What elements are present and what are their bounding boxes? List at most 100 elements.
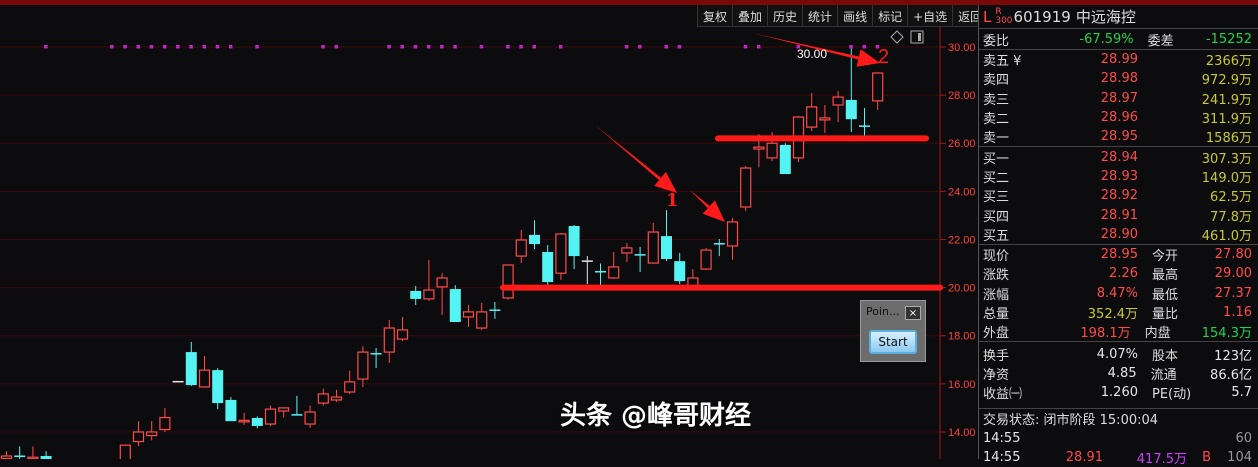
candle-body	[436, 277, 448, 288]
candle	[251, 416, 263, 429]
signal-marker	[664, 45, 668, 49]
toolbar-overlay-button[interactable]: 叠加	[732, 5, 767, 27]
buy-volume: 307.3万	[1201, 151, 1252, 167]
buy-level-row: 买一 28.94 307.3万	[979, 147, 1258, 167]
start-button[interactable]: Start	[869, 330, 917, 354]
buy-level-label: 买三	[983, 190, 1010, 206]
toolbar-draw-line-button[interactable]: 画线	[837, 5, 872, 27]
candle	[806, 92, 818, 131]
candle-body	[238, 419, 250, 423]
candle	[14, 446, 26, 459]
sell-level-label: 卖五 ¥	[983, 54, 1022, 70]
flag-r300: R 300	[995, 7, 1012, 26]
candle-body	[595, 270, 606, 273]
candle	[819, 104, 831, 133]
signal-marker	[479, 45, 484, 49]
candle-body	[674, 261, 686, 282]
candle	[515, 229, 527, 264]
divider: 换手 4.07% 股本 123亿 净资 4.85 流通 86.6亿 收益㈠ 1.260 PE(动) 5…	[979, 341, 1258, 402]
signal-marker	[558, 45, 563, 49]
stat-label: 量比	[1152, 307, 1179, 322]
fund-value: 4.07%	[1096, 346, 1138, 362]
candle	[27, 446, 39, 459]
stat-value: 2.26	[1109, 266, 1138, 282]
sell-volume: 1586万	[1205, 131, 1252, 147]
stat-label: 涨幅	[983, 287, 1010, 303]
candle	[225, 397, 237, 422]
candle	[872, 72, 884, 111]
y-tick-label: 22.00	[948, 234, 976, 246]
candle	[726, 217, 739, 260]
stat-label: 内盘	[1144, 326, 1171, 342]
candle-body	[581, 260, 593, 262]
candle-body	[0, 455, 13, 459]
signal-marker	[255, 45, 259, 49]
sell-level-row: 卖一 28.95 1586万	[979, 127, 1258, 146]
tick-row: 14:55 60	[979, 429, 1258, 448]
buy-level-row: 买四 28.91 77.8万	[979, 205, 1258, 225]
candle	[410, 285, 422, 305]
signal-marker	[215, 45, 220, 49]
fund-label: 收益㈠	[983, 387, 1023, 403]
y-tick-label: 18.00	[948, 331, 976, 343]
candle-body	[845, 99, 857, 120]
candle-body	[278, 407, 290, 412]
signal-marker	[321, 45, 325, 49]
title-bar	[0, 0, 1258, 5]
signal-marker	[677, 45, 682, 49]
divider: 卖五 ¥ 28.99 2366万 卖四 28.98 972.9万 卖三 28.97 241.9万…	[979, 49, 1258, 146]
toolbar-history-button[interactable]: 历史	[767, 5, 802, 27]
candle	[845, 47, 857, 132]
candle	[859, 108, 870, 137]
candle-body	[555, 233, 567, 274]
candle	[396, 316, 409, 342]
candle-body	[132, 431, 145, 443]
candle-body	[146, 431, 158, 437]
candlestick-chart[interactable]: 30.00 28.00 26.00 24.00 22.00 20.00 18.00 16.00…	[0, 0, 976, 459]
candle	[344, 370, 356, 394]
signal-marker	[400, 45, 404, 49]
divider: 现价 28.95 今开 27.80 涨跌 2.26 最高 29.00 涨幅 8.47% 最低 27.3…	[979, 243, 1258, 342]
stock-title: L R 300 601919 中远海控	[979, 5, 1258, 29]
signal-marker	[176, 45, 180, 49]
tick-count: 60	[1235, 430, 1252, 446]
candle-body	[27, 456, 39, 459]
toolbar-back-button[interactable]: 返回	[952, 5, 987, 27]
tick-time: 14:55	[983, 430, 1021, 446]
candle-body	[647, 231, 659, 264]
candle	[713, 238, 725, 257]
candle	[555, 232, 567, 280]
quote-panel: L R 300 601919 中远海控 委比 -67.59% 委差 -15252…	[978, 5, 1258, 467]
toolbar-mark-button[interactable]: 标记	[872, 5, 907, 27]
signal-marker	[413, 45, 418, 49]
candle-body	[568, 226, 580, 257]
sell-level-row: 卖二 28.96 311.9万	[979, 108, 1258, 127]
sell-price: 28.98	[1100, 71, 1138, 87]
candle-body	[779, 144, 791, 175]
panel-toggle-icon[interactable]	[910, 30, 924, 44]
candle	[370, 347, 382, 368]
signal-marker	[387, 45, 391, 49]
toolbar-restore-rights-button[interactable]: 复权	[697, 5, 732, 27]
candle	[621, 243, 633, 263]
sell-price: 28.95	[1100, 129, 1138, 145]
sell-volume: 311.9万	[1201, 112, 1252, 128]
signal-marker	[796, 45, 800, 49]
popup-close-button[interactable]: ×	[905, 306, 921, 320]
stat-label: 外盘	[983, 326, 1010, 342]
candle	[489, 302, 501, 319]
stat-value: 154.3万	[1201, 326, 1252, 342]
candle-body	[740, 167, 752, 208]
candle-body	[14, 455, 26, 458]
buy-price: 28.91	[1100, 207, 1138, 223]
y-tick-label: 20.00	[948, 283, 976, 295]
toolbar-statistics-button[interactable]: 统计	[802, 5, 837, 27]
stat-label: 涨跌	[983, 268, 1010, 284]
candle-body	[410, 290, 422, 299]
candle-body	[330, 396, 343, 401]
signal-marker	[228, 45, 233, 49]
toolbar-add-watchlist-button[interactable]: +自选	[907, 5, 952, 27]
candle	[357, 346, 369, 387]
candle-body	[370, 353, 382, 355]
buy-volume: 461.0万	[1201, 228, 1252, 244]
